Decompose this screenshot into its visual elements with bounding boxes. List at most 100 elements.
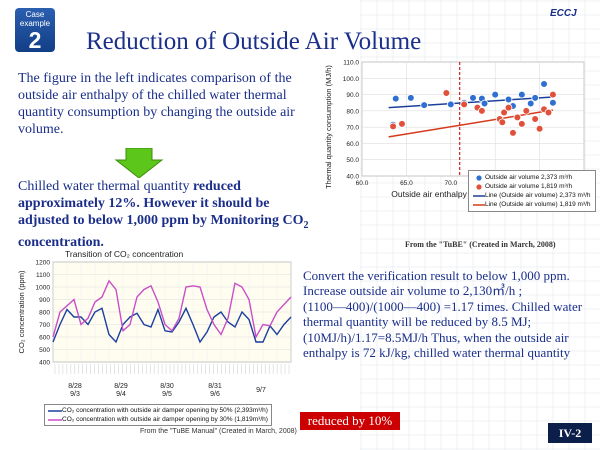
- y-tick-label: 1200: [36, 260, 51, 267]
- scatter-point: [478, 107, 486, 115]
- reduced-label: reduced by 10%: [307, 413, 393, 428]
- y-tick-label: 50.0: [346, 157, 359, 164]
- trend-line: [388, 96, 553, 109]
- scatter-point: [500, 108, 508, 117]
- date-label-bottom: 9/4: [116, 391, 126, 398]
- reduced-badge: reduced by 10%: [300, 412, 400, 430]
- scatter-point: [442, 89, 451, 97]
- y-tick-label: 60.0: [346, 141, 359, 148]
- co2-series-line: [52, 306, 292, 344]
- scatter-point: [389, 122, 397, 131]
- y-tick-label: 40.0: [346, 174, 359, 181]
- scatter-point: [522, 107, 531, 115]
- x-tick-label: 65.0: [400, 180, 413, 187]
- chart-title: Transition of CO₂ concentration: [65, 249, 184, 259]
- scatter-point: [540, 80, 548, 88]
- case-example-badge: Case example 2: [15, 8, 55, 52]
- badge-label: Case example: [19, 10, 51, 28]
- x-tick-label: 60.0: [356, 180, 369, 187]
- date-label-bottom: 9/5: [162, 391, 172, 398]
- date-label-top: 8/28: [68, 383, 82, 390]
- y-tick-label: 800: [39, 310, 50, 317]
- chilled-sub: 2: [303, 219, 309, 231]
- x-axis-label: Outside air enthalpy (kJ/kg): [391, 189, 495, 199]
- plot-area: [361, 61, 585, 177]
- scatter-point: [420, 101, 428, 109]
- eccj-logo: ECCJ: [550, 8, 577, 19]
- legend-row-blue-line: Line (Outside air volume) 2,373 m³/h: [473, 191, 591, 200]
- y-tick-label: 1100: [36, 272, 50, 279]
- scatter-point: [480, 99, 489, 108]
- legend-label: Line (Outside air volume) 1,819 m³/h: [485, 201, 591, 208]
- convert-text: Convert the verification result to below…: [303, 268, 583, 361]
- y-tick-label: 110.0: [343, 60, 359, 67]
- scatter-point: [513, 113, 522, 122]
- y-tick-label: 700: [39, 322, 50, 329]
- date-label-bottom: 9/7: [256, 387, 266, 394]
- y-axis-label: Thermal quantity consumption (MJ/h): [324, 65, 333, 189]
- legend-row-co2-blue: CO₂ concentration with outside air dampe…: [48, 406, 268, 415]
- date-label-bottom: 9/3: [70, 391, 80, 398]
- scatter-point: [447, 100, 455, 109]
- scatter-point: [407, 94, 415, 102]
- scatter-point: [549, 90, 557, 99]
- y-tick-label: 900: [39, 297, 50, 304]
- scatter-point: [391, 94, 400, 103]
- legend-label: CO₂ concentration with outside air dampe…: [62, 416, 268, 423]
- down-arrow-icon: [114, 148, 164, 178]
- scatter-point: [531, 115, 539, 123]
- scatter-point: [526, 99, 535, 108]
- page-number: IV-2: [548, 423, 592, 443]
- y-tick-label: 90.0: [346, 92, 359, 99]
- co2-legend: CO₂ concentration with outside air dampe…: [44, 404, 272, 426]
- y-tick-label: 600: [39, 335, 50, 342]
- scatter-point: [531, 94, 539, 102]
- legend-row-red-dots: Outside air volume 1,819 m³/h: [473, 182, 591, 191]
- x-tick-label: 70.0: [444, 180, 457, 187]
- scatter-point: [504, 95, 513, 104]
- scatter-point: [518, 90, 526, 99]
- intro-text: The figure in the left indicates compari…: [18, 71, 295, 137]
- scatter-point: [504, 103, 513, 112]
- y-tick-label: 70.0: [346, 125, 359, 132]
- chilled-water-text: Chilled water thermal quantity reduced a…: [18, 178, 318, 251]
- legend-label: CO₂ concentration with outside air dampe…: [62, 407, 268, 414]
- co2-transition-chart: Transition of CO₂ concentration 400 500 600…: [17, 249, 292, 398]
- scatter-point: [460, 100, 468, 109]
- legend-row-blue-dots: Outside air volume 2,373 m³/h: [473, 173, 591, 182]
- source-top: From the "TuBE" (Created in March, 2008): [405, 240, 556, 249]
- y-tick-label: 1000: [36, 285, 51, 292]
- y-tick-label: 100.0: [343, 76, 360, 83]
- legend-row-red-line: Line (Outside air volume) 1,819 m³/h: [473, 200, 591, 209]
- date-label-top: 8/31: [208, 383, 222, 390]
- scatter-point: [469, 94, 477, 102]
- scatter-point: [549, 98, 557, 107]
- source-bottom: From the "TuBE Manual" (Created in March…: [140, 428, 297, 435]
- scatter-point: [544, 108, 553, 117]
- page-title: Reduction of Outside Air Volume: [86, 28, 422, 55]
- badge-number: 2: [28, 27, 42, 53]
- chilled-bold: reduced approximately 12%. However it sh…: [18, 179, 304, 228]
- legend-row-co2-pink: CO₂ concentration with outside air dampe…: [48, 415, 268, 424]
- enthalpy-scatter-chart: 40.0 50.0 60.0 70.0 80.0 90.0 100.0 110.0 60.0 65…: [324, 60, 591, 200]
- chilled-prefix: Chilled water thermal quantity: [18, 179, 193, 194]
- date-label-top: 8/29: [114, 383, 128, 390]
- scatter-point: [498, 118, 507, 127]
- y-tick-label: 80.0: [346, 108, 359, 115]
- date-label-bottom: 9/6: [210, 391, 220, 398]
- scatter-legend: Outside air volume 2,373 m³/h Outside ai…: [468, 170, 596, 212]
- legend-label: Line (Outside air volume) 2,373 m³/h: [485, 192, 591, 199]
- scatter-point: [535, 124, 544, 133]
- y-tick-label: 500: [39, 347, 50, 354]
- scatter-point: [398, 120, 406, 128]
- date-label-top: 8/30: [160, 383, 174, 390]
- y-tick-label: 400: [39, 360, 50, 367]
- chilled-end: concentration.: [18, 234, 104, 250]
- y-axis-label: CO₂ concentration (ppm): [17, 270, 26, 353]
- legend-label: Outside air volume 2,373 m³/h: [485, 174, 573, 181]
- scatter-point: [491, 90, 500, 99]
- co2-series-line: [52, 279, 292, 340]
- legend-label: Outside air volume 1,819 m³/h: [485, 183, 573, 190]
- scatter-point: [509, 129, 517, 137]
- scatter-point: [518, 120, 526, 128]
